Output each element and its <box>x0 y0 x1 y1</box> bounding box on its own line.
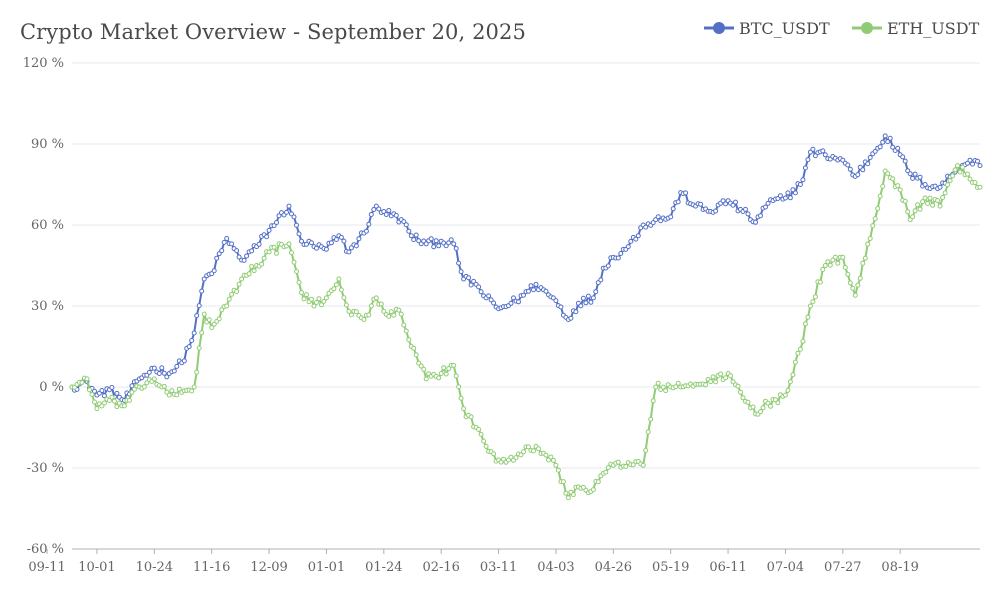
x-tick-label: 01-01 <box>308 560 345 575</box>
x-tick-label: 09-11 <box>28 560 65 575</box>
x-tick-label: 10-01 <box>78 560 115 575</box>
x-tick-label: 04-03 <box>537 560 574 575</box>
x-tick-label: 12-09 <box>250 560 287 575</box>
legend-label-btc_usdt: BTC_USDT <box>739 19 830 38</box>
x-tick-label: 06-11 <box>709 560 746 575</box>
x-tick-label: 10-24 <box>136 560 173 575</box>
x-tick-label: 07-27 <box>824 560 861 575</box>
x-tick-label: 05-19 <box>652 560 689 575</box>
x-tick-label: 02-16 <box>422 560 459 575</box>
x-tick-label: 08-19 <box>881 560 918 575</box>
x-tick-label: 01-24 <box>365 560 402 575</box>
y-tick-label: 60 % <box>31 218 64 233</box>
y-tick-label: -30 % <box>27 461 64 476</box>
y-tick-label: 120 % <box>23 56 64 71</box>
x-tick-label: 04-26 <box>595 560 632 575</box>
y-tick-label: -60 % <box>27 542 64 557</box>
y-tick-label: 90 % <box>31 137 64 152</box>
legend-label-eth_usdt: ETH_USDT <box>887 19 980 38</box>
y-tick-label: 30 % <box>31 299 64 314</box>
chart-title: Crypto Market Overview - September 20, 2… <box>20 20 526 44</box>
x-tick-label: 03-11 <box>480 560 517 575</box>
x-tick-label: 11-16 <box>193 560 230 575</box>
y-tick-label: 0 % <box>39 380 64 395</box>
x-tick-label: 07-04 <box>767 560 804 575</box>
